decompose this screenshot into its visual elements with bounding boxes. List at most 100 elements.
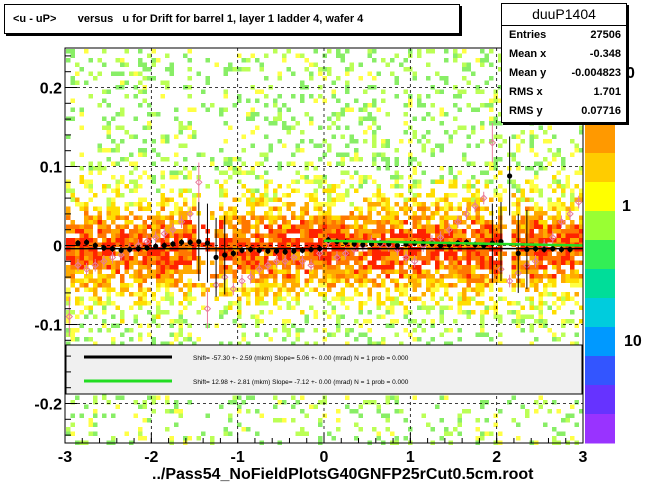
black-profile-point <box>187 239 193 245</box>
pink-profile-point <box>454 218 462 226</box>
pink-profile-point <box>462 210 471 218</box>
pink-profile-point <box>315 249 324 258</box>
black-profile-point <box>170 241 176 247</box>
heatmap-cells <box>66 49 584 445</box>
y-tick-label: -0.1 <box>34 318 62 335</box>
axes: -3 -2 -1 0 1 2 3 -0.2 -0.1 0 0.1 0.2 <box>34 47 588 466</box>
colorbar-swatch <box>585 414 615 444</box>
pink-profile-point <box>255 265 263 273</box>
grid-lines <box>65 48 583 443</box>
pink-profile-point <box>410 257 419 266</box>
stats-row-entries: Entries 27506 <box>502 26 626 45</box>
fit-legend-box <box>65 344 583 395</box>
colorbar-swatch <box>585 240 615 270</box>
colorbar-swatch <box>585 298 615 328</box>
pink-profile-point <box>531 257 540 266</box>
colorbar-swatch <box>585 211 615 241</box>
black-profile-point <box>558 246 565 253</box>
black-profile-point <box>394 242 400 249</box>
pink-profile-point <box>281 257 289 266</box>
y-tick-label: 0.2 <box>40 81 62 98</box>
pink-profile-point <box>195 178 203 187</box>
pink-profile-point <box>272 257 281 266</box>
pink-profile-point <box>264 261 272 269</box>
black-profile-point <box>230 250 236 256</box>
pink-profile-point <box>480 194 488 202</box>
black-profile-point <box>153 243 159 249</box>
x-tick-label: 1 <box>406 449 415 466</box>
black-profile-point <box>127 246 133 253</box>
black-profile-point <box>308 246 314 253</box>
stats-label: Mean x <box>509 48 547 60</box>
pink-profile-point <box>505 277 514 285</box>
pink-profile-point <box>246 273 255 281</box>
x-tick-label: -2 <box>144 449 158 466</box>
black-profile-point <box>178 239 185 245</box>
file-name: ../Pass54_NoFieldPlotsG40GNFP25rCut0.5cm… <box>152 466 534 483</box>
colorbar-swatch <box>585 153 615 183</box>
black-profile-point <box>567 246 573 253</box>
stats-label: Entries <box>509 29 547 41</box>
stats-value: -0.004823 <box>571 67 621 79</box>
black-profile-point <box>265 248 271 254</box>
black-profile-point <box>75 240 81 246</box>
pink-profile-point <box>117 251 125 259</box>
fit-legend: Shift= -57.30 +- 2.59 (mkm) Slope= 5.06 … <box>65 344 583 395</box>
black-profile-point <box>101 245 107 251</box>
pink-profile-point <box>229 285 238 293</box>
colorbar-swatch <box>585 356 615 386</box>
pink-profile-point <box>151 233 160 242</box>
pink-profile-point <box>74 261 82 269</box>
pink-profile-point <box>471 202 479 210</box>
pink-profile-point <box>488 139 497 147</box>
stats-row-mean-x: Mean x -0.348 <box>502 45 626 64</box>
pink-profile-point <box>290 253 298 262</box>
stats-value: -0.348 <box>589 48 621 60</box>
black-profile-point <box>248 246 254 253</box>
black-profile-point <box>507 173 513 179</box>
black-profile-point <box>144 245 150 251</box>
colorbar-swatch <box>585 124 615 154</box>
pink-profile-point <box>549 233 557 242</box>
x-tick-label: 3 <box>579 449 588 466</box>
pink-profile-point <box>574 198 583 206</box>
black-profile-point <box>524 246 530 253</box>
y-tick-label: -0.2 <box>34 397 62 414</box>
colorbar-tick-label: 0 <box>626 65 635 82</box>
colorbar-tick-label: 1 <box>622 198 631 215</box>
colorbar-swatch <box>585 327 615 357</box>
stats-value: 1.701 <box>593 86 621 98</box>
pink-profile-point <box>298 257 307 266</box>
pink-profile-point <box>160 229 168 238</box>
pink-profile-point <box>82 265 91 273</box>
pink-profile-point <box>445 225 453 234</box>
green-fit-line <box>323 239 584 247</box>
pink-profile-point <box>108 253 117 262</box>
pink-profile-point <box>436 233 445 242</box>
black-profile-point <box>282 249 288 255</box>
pink-profile-point <box>91 261 99 269</box>
black-profile-point <box>291 248 297 254</box>
stats-value: 27506 <box>590 29 621 41</box>
stats-row-rms-y: RMS y 0.07716 <box>502 102 626 121</box>
black-profile-point <box>213 254 219 260</box>
black-profile-point <box>541 246 547 253</box>
colorbar-tick-label: 10 <box>624 333 642 350</box>
pink-profile-point <box>143 237 151 246</box>
pink-profile-point <box>65 312 74 321</box>
x-tick-label: -3 <box>58 449 72 466</box>
data-marks <box>65 123 584 337</box>
pink-profile-point <box>238 277 246 285</box>
black-profile-point <box>360 242 366 248</box>
pink-profile-point <box>402 253 410 262</box>
pink-profile-point <box>203 304 212 313</box>
fit-legend-text: Shift= -57.30 +- 2.59 (mkm) Slope= 5.06 … <box>193 355 409 362</box>
colorbar-swatch <box>585 182 615 212</box>
stats-histogram-name: duuP1404 <box>502 4 626 26</box>
pink-profile-point <box>177 218 186 226</box>
pink-profile-point <box>186 210 194 218</box>
black-profile-point <box>273 248 280 254</box>
black-profile-point <box>92 242 98 249</box>
